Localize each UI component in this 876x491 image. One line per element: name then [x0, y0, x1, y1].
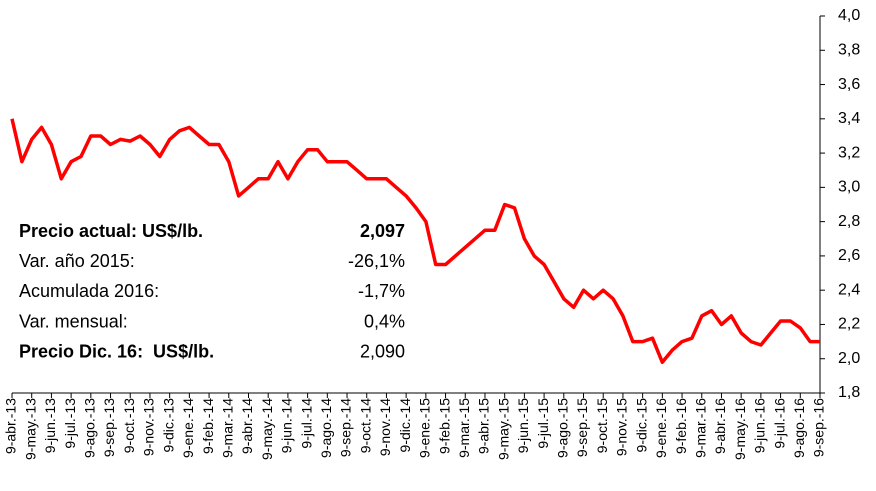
- x-tick-label: 9-jun.-15: [515, 398, 531, 453]
- x-tick-label: 9-jul.-13: [62, 398, 78, 449]
- x-tick-label: 9-ene.-16: [653, 398, 669, 458]
- stat-label: Precio Dic. 16: US$/lb.: [19, 342, 214, 362]
- y-tick-label: 1,8: [838, 384, 860, 401]
- y-tick-label: 2,8: [838, 213, 860, 230]
- x-tick-label: 9-mar.-15: [456, 398, 472, 458]
- x-tick-label: 9-ene.-15: [417, 398, 433, 458]
- stat-value: -26,1%: [348, 251, 405, 271]
- x-tick-label: 9-ago.-14: [318, 398, 334, 458]
- x-tick-label: 9-ene.-14: [180, 398, 196, 458]
- stat-value: 0,4%: [364, 311, 405, 331]
- x-tick-label: 9-abr.-14: [239, 398, 255, 454]
- x-tick-label: 9-jun.-14: [279, 398, 295, 453]
- y-tick-label: 3,4: [838, 110, 860, 127]
- x-tick-label: 9-nov.-13: [141, 398, 157, 456]
- x-tick-label: 9-sep.-16: [811, 398, 827, 457]
- x-tick-label: 9-jul.-14: [298, 398, 314, 449]
- stat-label: Acumulada 2016:: [19, 281, 159, 301]
- x-tick-label: 9-sep.-15: [574, 398, 590, 457]
- x-tick-label: 9-may.-13: [22, 398, 38, 460]
- x-tick-label: 9-oct.-13: [121, 398, 137, 453]
- y-tick-label: 3,8: [838, 41, 860, 58]
- x-tick-label: 9-may.-14: [259, 398, 275, 460]
- stat-value: -1,7%: [358, 281, 405, 301]
- x-tick-label: 9-oct.-14: [357, 398, 373, 453]
- x-tick-label: 9-ago.-13: [82, 398, 98, 458]
- x-tick-label: 9-may.-15: [495, 398, 511, 460]
- stat-label: Precio actual: US$/lb.: [19, 221, 203, 241]
- x-tick-label: 9-may.-16: [732, 398, 748, 460]
- x-tick-label: 9-dic.-14: [397, 398, 413, 453]
- price-line: [10, 118, 820, 364]
- x-tick-label: 9-jul.-16: [771, 398, 787, 449]
- y-tick-label: 3,6: [838, 76, 860, 93]
- x-tick-label: 9-jul.-15: [535, 398, 551, 449]
- y-tick-label: 2,6: [838, 247, 860, 264]
- x-tick-label: 9-sep.-14: [338, 398, 354, 457]
- x-tick-label: 9-abr.-13: [3, 398, 19, 454]
- y-tick-label: 4,0: [838, 7, 860, 24]
- x-tick-label: 9-dic.-15: [633, 398, 649, 453]
- x-tick-label: 9-oct.-15: [594, 398, 610, 453]
- x-tick-label: 9-feb.-14: [200, 398, 216, 454]
- y-tick-label: 2,2: [838, 316, 860, 333]
- x-tick-label: 9-ago.-16: [791, 398, 807, 458]
- y-tick-label: 3,0: [838, 179, 860, 196]
- stat-value: 2,097: [360, 221, 405, 241]
- x-tick-label: 9-dic.-13: [160, 398, 176, 453]
- x-tick-label: 9-sep.-13: [101, 398, 117, 457]
- stat-label: Var. mensual:: [19, 311, 128, 331]
- x-tick-label: 9-feb.-16: [673, 398, 689, 454]
- x-tick-label: 9-ago.-15: [555, 398, 571, 458]
- x-tick-label: 9-mar.-14: [219, 398, 235, 458]
- x-tick-label: 9-feb.-15: [436, 398, 452, 454]
- stat-value: 2,090: [360, 342, 405, 362]
- stat-label: Var. año 2015:: [19, 251, 135, 271]
- x-tick-label: 9-abr.-15: [476, 398, 492, 454]
- x-tick-label: 9-nov.-14: [377, 398, 393, 456]
- x-tick-label: 9-abr.-16: [712, 398, 728, 454]
- y-tick-label: 2,0: [838, 350, 860, 367]
- y-tick-label: 2,4: [838, 281, 860, 298]
- x-tick-label: 9-nov.-15: [614, 398, 630, 456]
- y-tick-label: 3,2: [838, 144, 860, 161]
- x-tick-label: 9-jun.-13: [42, 398, 58, 453]
- x-tick-label: 9-jun.-16: [752, 398, 768, 453]
- x-tick-label: 9-mar.-16: [692, 398, 708, 458]
